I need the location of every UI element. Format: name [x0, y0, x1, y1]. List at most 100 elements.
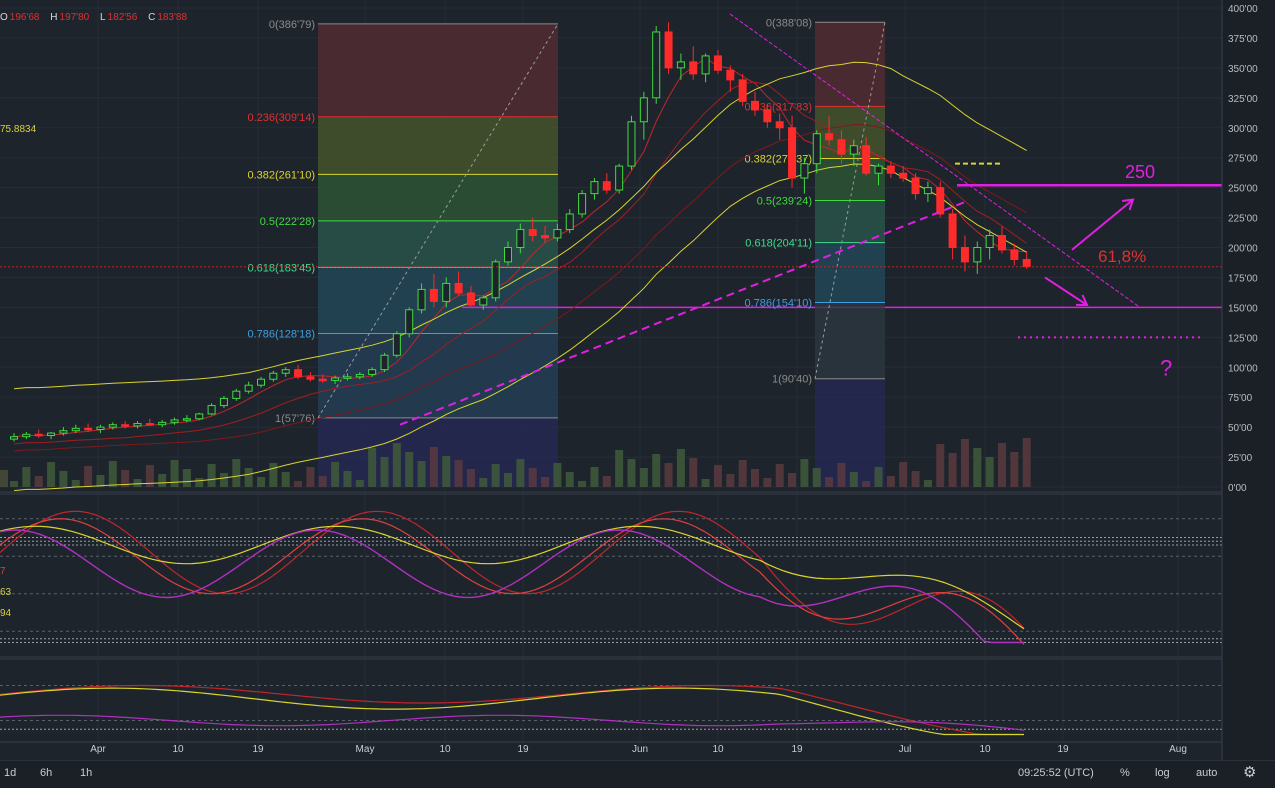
- bull-candle: [244, 384, 253, 392]
- volume-bar: [269, 463, 278, 487]
- timeframe-1d-button[interactable]: 1d: [4, 767, 17, 779]
- fibonacci-retracements[interactable]: 0(386'79) 0.236(309'14) 0.382(261'10) 0.5(2…: [247, 17, 1222, 487]
- bear-candle: [294, 369, 303, 378]
- time-tick-label: 10: [439, 744, 451, 755]
- volume-bar: [960, 439, 969, 487]
- bull-candle: [133, 423, 142, 427]
- bull-candle: [874, 165, 883, 174]
- volume-bar: [417, 461, 426, 487]
- price-tick-label: 25'00: [1228, 453, 1253, 464]
- volume-bar: [985, 457, 994, 487]
- bear-candle: [454, 282, 463, 294]
- bull-candle: [207, 405, 216, 415]
- volume-bar: [849, 472, 858, 487]
- price-tick-label: 0'00: [1228, 483, 1247, 494]
- volume-bar: [442, 456, 451, 487]
- bull-candle: [701, 55, 710, 75]
- volume-bar: [232, 459, 241, 487]
- price-tick-label: 200'00: [1228, 244, 1258, 255]
- bull-candle: [553, 229, 562, 239]
- price-axis[interactable]: 400'00 375'00 350'00 325'00 300'00 275'00 250'…: [1221, 0, 1275, 760]
- time-axis[interactable]: Apr 10 19 May 10 19 Jun 10 19 Jul 10 19 Aug: [0, 741, 1222, 755]
- moving-averages: [13, 57, 1027, 492]
- timeframe-1h-button[interactable]: 1h: [80, 767, 93, 779]
- bear-candle: [713, 55, 722, 71]
- volume-bar: [738, 460, 747, 487]
- bull-candle: [417, 288, 426, 311]
- volume-bar: [71, 480, 80, 487]
- fib-right-base-zone: [815, 378, 885, 487]
- osc-value-b: 94: [0, 608, 12, 619]
- osc-value-c: 7: [0, 566, 6, 577]
- volume-bar: [516, 459, 525, 487]
- bollinger-upper-line: [13, 61, 1027, 390]
- fib-left-zone: [318, 174, 558, 221]
- bull-candle: [331, 377, 340, 381]
- bear-candle: [1022, 258, 1031, 268]
- volume-bar: [145, 465, 154, 487]
- volume-bar: [121, 470, 130, 487]
- percent-scale-button[interactable]: %: [1120, 767, 1130, 779]
- ma-mid-line: [13, 81, 1027, 445]
- volume-bars: [0, 438, 1031, 487]
- auto-scale-button[interactable]: auto: [1196, 767, 1218, 779]
- volume-bar: [34, 476, 43, 487]
- bull-candle: [392, 333, 401, 356]
- volume-bar: [331, 462, 340, 487]
- bull-candle: [355, 373, 364, 378]
- gear-icon[interactable]: ⚙: [1243, 764, 1257, 781]
- bull-candle: [380, 354, 389, 371]
- volume-bar: [565, 472, 574, 487]
- fib-left-zone: [318, 23, 558, 117]
- volume-bar: [392, 443, 401, 487]
- volume-bar: [1010, 452, 1019, 487]
- ma-short-line: [13, 57, 1027, 438]
- bear-candle: [145, 423, 154, 426]
- price-tick-label: 75'00: [1228, 393, 1253, 404]
- osc2-line-yellow: [0, 687, 1024, 736]
- volume-bar: [812, 468, 821, 487]
- volume-bar: [10, 481, 18, 487]
- volume-bar: [182, 469, 191, 487]
- volume-bar: [96, 475, 105, 487]
- osc1-line-yellow: [0, 525, 1025, 630]
- bear-candle: [429, 288, 438, 302]
- bull-candle: [170, 419, 179, 423]
- bear-candle: [763, 109, 772, 123]
- volume-bar: [318, 476, 327, 487]
- fib-left-level-label: 0.5(222'28): [260, 216, 315, 228]
- volume-bar: [380, 457, 389, 487]
- price-tick-label: 50'00: [1228, 423, 1253, 434]
- bear-candle: [306, 376, 315, 380]
- volume-bar: [837, 463, 846, 487]
- timeframe-6h-button[interactable]: 6h: [40, 767, 53, 779]
- price-tick-label: 175'00: [1228, 273, 1258, 284]
- bull-candle: [985, 235, 994, 248]
- volume-bar: [652, 454, 661, 487]
- volume-bar: [578, 481, 587, 487]
- volume-bar: [22, 467, 31, 487]
- fib-right-level-label: 1(90'40): [772, 374, 812, 386]
- volume-bar: [862, 481, 871, 487]
- volume-bar: [244, 468, 253, 487]
- bear-candle: [788, 127, 797, 179]
- volume-bar: [84, 466, 93, 487]
- bollinger-lower-line: [13, 163, 1027, 492]
- fib-right-level-label: 0(388'08): [766, 17, 812, 29]
- volume-bar: [108, 461, 117, 487]
- bear-candle: [34, 433, 43, 437]
- volume-bar: [368, 448, 377, 487]
- volume-bar: [479, 478, 488, 487]
- bear-candle: [998, 235, 1006, 251]
- close-value: 183'88: [157, 12, 188, 23]
- volume-bar: [751, 469, 759, 487]
- bull-candle: [578, 193, 587, 215]
- log-scale-button[interactable]: log: [1155, 767, 1170, 779]
- volume-bar: [874, 467, 883, 487]
- fib-left-trend-line: [317, 23, 559, 419]
- bear-candle: [602, 181, 611, 191]
- bull-candle: [652, 31, 661, 99]
- bull-candle: [269, 372, 278, 380]
- fib-left-zone: [318, 116, 558, 175]
